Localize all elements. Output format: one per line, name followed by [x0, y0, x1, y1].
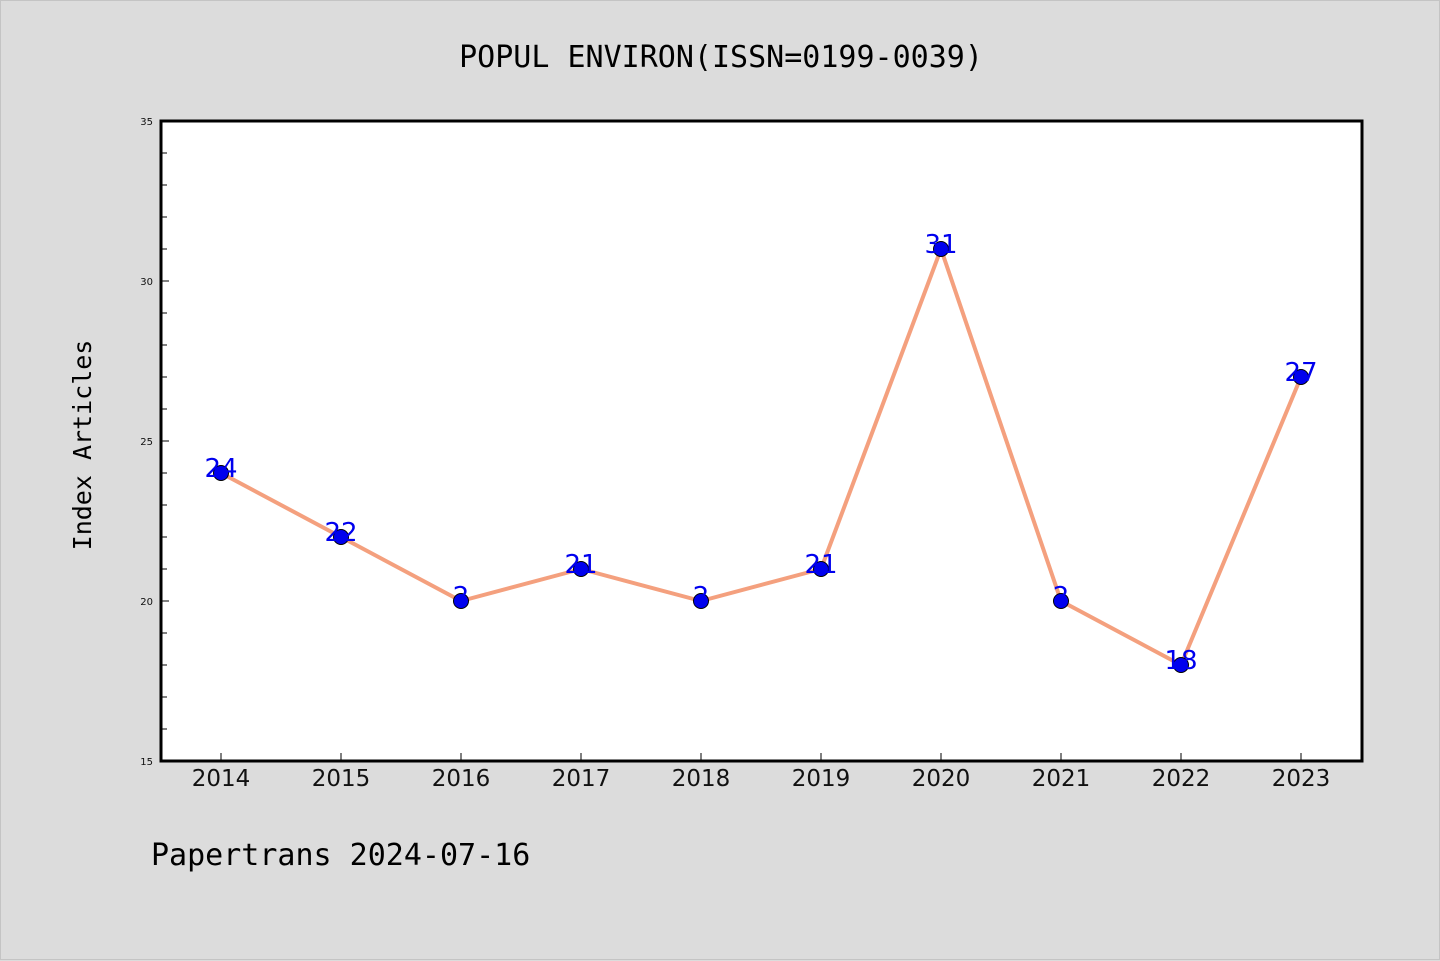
- y-tick-label: 20: [140, 597, 153, 608]
- series-group: [213, 241, 1309, 673]
- x-tick-label: 2019: [792, 766, 851, 792]
- x-tick-label: 2017: [552, 766, 611, 792]
- data-point: [453, 593, 469, 609]
- series-line: [219, 247, 1303, 667]
- chart-title: POPUL ENVIRON(ISSN=0199-0039): [459, 40, 983, 75]
- data-point: [693, 593, 709, 609]
- x-tick-label: 2020: [912, 766, 971, 792]
- data-label: 2: [693, 582, 710, 612]
- data-point: [1053, 593, 1069, 609]
- y-axis: 15 20 25 30 35: [140, 117, 169, 768]
- data-point: [1293, 369, 1309, 385]
- y-tick-label: 25: [140, 437, 153, 448]
- data-label: 2: [453, 582, 470, 612]
- data-label: 27: [1284, 358, 1317, 388]
- y-axis-label: Index Articles: [68, 340, 97, 551]
- x-tick-label: 2021: [1032, 766, 1091, 792]
- data-point: [213, 465, 229, 481]
- data-label: 2: [1053, 582, 1070, 612]
- data-label: 21: [564, 550, 597, 580]
- y-tick-label: 35: [140, 117, 153, 128]
- x-axis: 2014 2015 2016 2017 2018 2019 2020 2021 2022 2023: [192, 753, 1331, 792]
- data-label: 22: [324, 518, 357, 548]
- x-tick-label: 2016: [432, 766, 491, 792]
- x-tick-label: 2022: [1152, 766, 1211, 792]
- data-point: [333, 529, 349, 545]
- footer-text: Papertrans 2024-07-16: [151, 838, 530, 873]
- data-label: 21: [804, 550, 837, 580]
- data-point: [573, 561, 589, 577]
- data-label: 18: [1164, 646, 1197, 676]
- data-point: [1173, 657, 1189, 673]
- data-label: 24: [204, 454, 237, 484]
- x-tick-label: 2014: [192, 766, 251, 792]
- data-point: [813, 561, 829, 577]
- x-tick-label: 2023: [1272, 766, 1331, 792]
- x-tick-label: 2015: [312, 766, 371, 792]
- y-tick-label: 30: [140, 277, 153, 288]
- data-point: [933, 241, 949, 257]
- y-tick-label: 15: [140, 757, 153, 768]
- data-label: 31: [924, 230, 957, 260]
- x-tick-label: 2018: [672, 766, 731, 792]
